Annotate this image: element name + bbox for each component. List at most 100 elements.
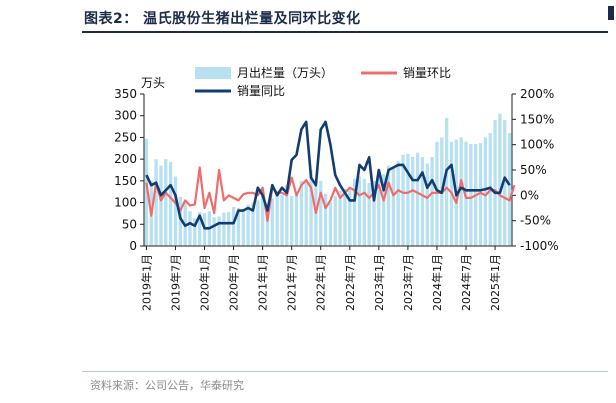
x-tick-label: 2024年7月 <box>459 254 473 311</box>
bar <box>459 137 463 246</box>
bar <box>251 202 255 246</box>
bar <box>401 154 405 246</box>
yoy-line <box>145 120 511 230</box>
bar <box>168 162 173 246</box>
bar <box>285 185 289 246</box>
bar <box>227 212 231 246</box>
x-tick-label: 2023年1月 <box>372 254 386 311</box>
right-tick-label: -100% <box>520 239 559 253</box>
bar <box>241 211 245 246</box>
x-tick-label: 2020年7月 <box>227 254 241 311</box>
bar <box>309 170 313 246</box>
bar <box>323 193 328 246</box>
right-tick-label: 100% <box>520 138 554 152</box>
legend: 月出栏量（万头） 销量环比 销量同比 <box>195 65 451 98</box>
right-tick-label: 150% <box>520 112 554 126</box>
x-tick-label: 2023年7月 <box>401 254 415 311</box>
left-tick-label: 300 <box>114 109 137 123</box>
bar <box>178 196 182 246</box>
x-tick-label: 2019年1月 <box>139 254 153 311</box>
bar <box>270 198 274 246</box>
title-bar: 图表2： 温氏股份生猪出栏量及同环比变化 <box>82 6 616 33</box>
bar <box>348 189 352 246</box>
bar <box>217 216 221 246</box>
bar <box>188 211 192 246</box>
bar <box>391 167 396 246</box>
bar <box>362 178 366 246</box>
x-tick-label: 2019年7月 <box>168 254 182 311</box>
left-y-ticks: 0 50 100 150 200 250 300 350 <box>114 87 144 253</box>
bar <box>260 196 265 246</box>
edge-marker <box>608 6 614 20</box>
left-tick-label: 50 <box>122 217 137 231</box>
x-tick-label: 2025年1月 <box>488 254 502 311</box>
left-tick-label: 200 <box>114 152 137 166</box>
bar <box>193 218 197 246</box>
bar <box>406 153 410 246</box>
bar <box>304 180 308 246</box>
bar <box>338 190 342 246</box>
bar <box>154 159 158 246</box>
bar <box>483 137 488 246</box>
bar <box>444 117 449 246</box>
mom-line <box>145 166 516 222</box>
bar <box>164 159 168 246</box>
bar <box>280 194 284 246</box>
source-note: 资料来源：公司公告，华泰研究 <box>90 379 244 392</box>
bar <box>411 156 415 246</box>
bar <box>425 163 429 246</box>
bar <box>159 165 163 246</box>
bar <box>299 180 304 246</box>
bar <box>236 207 241 246</box>
x-tick-label: 2021年1月 <box>256 254 270 311</box>
bar <box>396 161 400 246</box>
bar <box>415 152 420 246</box>
bar <box>343 188 347 246</box>
bar <box>357 176 362 246</box>
bar <box>420 156 425 246</box>
x-tick-label: 2021年7月 <box>285 254 299 311</box>
x-tick-label: 2020年1月 <box>198 254 212 311</box>
legend-swatch-bars <box>195 67 231 79</box>
bar <box>222 212 226 246</box>
bar <box>503 120 507 246</box>
x-tick-label: 2024年1月 <box>430 254 444 311</box>
left-tick-label: 350 <box>114 87 137 101</box>
legend-label-yoy: 销量同比 <box>237 84 285 98</box>
legend-label-bars: 月出栏量（万头） <box>237 65 333 80</box>
bar <box>478 143 483 246</box>
left-tick-label: 0 <box>129 239 137 253</box>
bar <box>294 191 299 246</box>
bar <box>386 165 391 246</box>
bar <box>173 176 178 246</box>
bar <box>372 180 376 246</box>
bar <box>367 183 371 246</box>
left-axis-unit: 万头 <box>141 76 165 90</box>
bar <box>246 204 250 246</box>
bar <box>328 202 333 246</box>
bar <box>507 133 512 246</box>
bar <box>256 200 260 246</box>
bar <box>469 143 473 246</box>
left-tick-label: 100 <box>114 196 137 210</box>
right-tick-label: 50% <box>520 163 547 177</box>
right-y-ticks: -100% -50% 0% 50% 100% 150% 200% <box>512 87 559 253</box>
x-tick-label: 2022年1月 <box>314 254 328 311</box>
bar <box>212 217 216 246</box>
x-tick-label: 2022年7月 <box>343 254 357 311</box>
right-tick-label: -50% <box>520 214 551 228</box>
bar <box>493 120 497 246</box>
bar <box>319 180 323 246</box>
bar <box>198 212 202 246</box>
bar <box>498 113 502 246</box>
bar <box>382 174 386 246</box>
bar <box>275 194 279 246</box>
source-divider <box>82 371 608 372</box>
bar <box>231 206 236 246</box>
title-underline <box>82 31 608 33</box>
right-tick-label: 0% <box>520 188 539 202</box>
x-ticks: 2019年1月 2019年7月 2020年1月 2020年7月 2021年1月 2021年… <box>139 246 502 311</box>
bar <box>144 138 149 246</box>
bar <box>290 196 294 246</box>
